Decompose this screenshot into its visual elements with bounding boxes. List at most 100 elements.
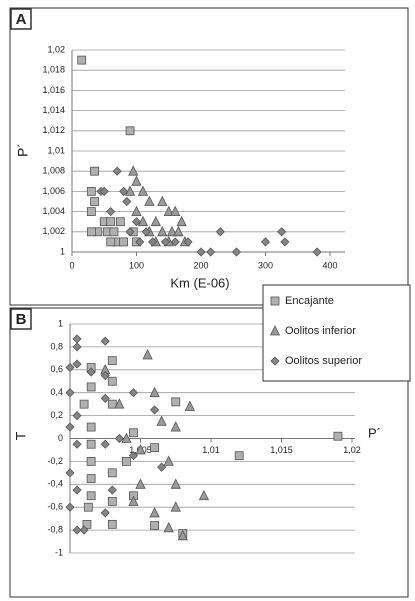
point [131,217,142,227]
point [125,126,135,136]
y-tick-label: 0,4 [50,387,63,397]
point [115,217,125,227]
point [106,217,116,227]
point [65,388,75,398]
x-tick-label: 400 [322,260,337,270]
point [280,237,290,247]
point [312,247,322,257]
point [170,421,181,432]
y-tick-label: 1,02 [47,44,65,54]
x-tick-label: 1,015 [270,445,293,455]
point [79,399,89,409]
x-tick-label: 1,01 [202,445,220,455]
point [65,422,75,432]
legend-box [262,284,411,382]
point [72,359,82,369]
y-tick-label: -0,6 [47,502,63,512]
point [215,227,225,237]
point [106,237,116,247]
point [72,525,82,535]
point [100,439,110,449]
point [173,225,184,237]
point [100,508,110,518]
point [157,225,168,237]
x-tick-label: 1,02 [343,445,361,455]
legend-label: Oolitos inferior [285,325,356,337]
point [86,207,96,217]
panel-label: B [16,311,27,328]
point [107,519,117,529]
point [170,501,181,512]
point [90,197,99,206]
point [125,227,135,237]
x-axis-label: P´ [368,425,381,440]
point [170,237,180,247]
point [150,215,161,227]
point [72,439,82,449]
point [206,247,216,257]
y-tick-label: -0,2 [47,456,63,466]
y-tick-label: 1,012 [42,125,65,135]
point [141,227,151,237]
point [157,462,167,472]
y-tick-label: -0,8 [47,524,63,534]
point [269,325,281,336]
point [150,521,160,530]
point [72,334,82,344]
point [148,237,158,247]
point [65,362,75,373]
point [163,205,174,217]
point [131,205,142,217]
point [100,370,110,381]
y-tick-label: 1 [60,246,65,256]
y-tick-label: 0,2 [50,410,63,420]
panel-label-box [10,308,32,330]
point [177,529,188,541]
point [142,349,153,360]
point [121,432,132,443]
point [99,186,109,196]
point [196,247,206,257]
point [163,455,174,466]
point [86,491,96,501]
point [77,55,87,65]
point [128,165,139,176]
point [160,237,171,247]
point [86,422,96,432]
legend-label: Oolitos superior [285,355,362,367]
point [137,185,149,196]
point [183,237,193,247]
point [106,207,116,217]
point [86,474,96,483]
point [170,478,181,489]
y-tick-label: -1 [55,547,63,557]
point [184,400,195,411]
point [231,247,242,257]
point [112,166,122,176]
point [166,225,178,237]
panel-a-frame [9,7,409,306]
point [128,388,139,398]
point [163,521,174,533]
point [124,185,136,196]
y-axis-label: P´ [15,143,31,157]
point [135,478,146,489]
x-tick-label: 100 [129,260,144,270]
point [86,227,96,237]
point [119,237,128,247]
y-tick-label: -0,4 [47,479,63,489]
point [176,215,187,227]
point [107,468,117,478]
point [107,399,117,409]
point [135,237,145,247]
point [107,356,117,366]
x-tick-label: 300 [258,260,273,270]
point [157,195,168,206]
point [100,393,110,403]
y-tick-label: 1,008 [42,166,65,176]
point [65,502,75,512]
panel-label-box [10,8,32,30]
point [72,485,82,495]
panel-label: A [16,11,27,28]
